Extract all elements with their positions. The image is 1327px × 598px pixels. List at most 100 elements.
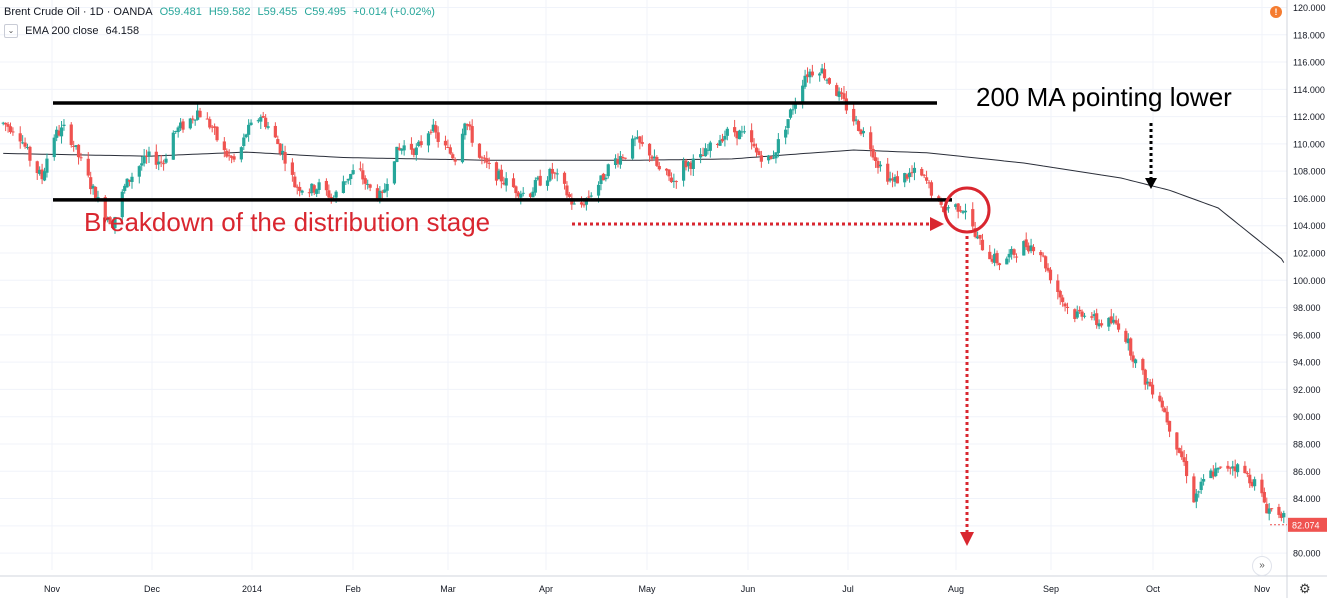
candle	[895, 170, 900, 184]
candle	[871, 145, 875, 161]
candle-body	[788, 109, 793, 118]
candle	[674, 180, 678, 189]
exclamation-icon[interactable]: !	[1270, 6, 1282, 18]
candle-body	[434, 125, 438, 133]
candle	[538, 169, 542, 187]
candle-body	[514, 186, 518, 194]
candle	[215, 126, 219, 142]
candle	[669, 172, 674, 183]
candle-body	[1270, 508, 1274, 510]
candle	[222, 137, 226, 158]
candle-body	[1260, 479, 1264, 494]
candle-body	[929, 182, 934, 196]
double-chevron-right-icon[interactable]: »	[1252, 556, 1272, 576]
candle	[463, 122, 467, 140]
candle	[699, 148, 703, 164]
symbol-title[interactable]: Brent Crude Oil · 1D · OANDA	[4, 6, 153, 18]
candle-body	[1126, 338, 1130, 344]
candle	[239, 146, 243, 163]
candle-body	[317, 182, 321, 190]
candle-body	[681, 160, 686, 181]
candle	[38, 166, 42, 176]
candle	[76, 144, 81, 165]
candle	[1078, 306, 1082, 315]
candle	[990, 255, 994, 264]
candle-body	[232, 156, 236, 160]
candle	[1248, 468, 1252, 488]
candle-body	[599, 175, 603, 184]
candle-body	[465, 124, 469, 126]
last-price-label: 82.074	[1292, 520, 1320, 530]
candle	[514, 185, 518, 200]
candle-body	[548, 168, 552, 181]
candle-body	[127, 179, 132, 182]
candle	[205, 112, 209, 120]
candle-body	[939, 200, 943, 205]
candle-body	[757, 151, 761, 156]
candle-body	[400, 148, 404, 151]
candle	[298, 181, 302, 197]
candle	[341, 175, 346, 194]
candle	[1250, 479, 1254, 488]
candle-body	[801, 85, 805, 103]
candle-body	[6, 124, 10, 127]
candle-body	[596, 184, 601, 196]
candle	[312, 184, 316, 196]
candle-body	[1, 122, 5, 124]
candle	[188, 117, 192, 130]
candle-body	[1201, 479, 1206, 482]
candle	[961, 210, 965, 215]
x-tick-label: Apr	[539, 584, 553, 594]
candle-body	[954, 204, 958, 207]
candle	[42, 167, 47, 182]
y-tick-label: 120.000	[1293, 3, 1326, 13]
candle	[920, 167, 924, 177]
ema-label[interactable]: EMA 200 close	[25, 24, 99, 37]
candle-body	[40, 169, 44, 180]
candle-body	[740, 131, 744, 133]
candle-body	[988, 251, 992, 260]
candle-body	[412, 149, 416, 155]
gear-icon[interactable]: ⚙	[1299, 581, 1311, 596]
candle	[978, 234, 982, 245]
candle-body	[822, 69, 827, 79]
candle	[672, 173, 676, 188]
candle	[623, 157, 627, 160]
candle	[956, 203, 960, 219]
candle	[414, 143, 418, 161]
candle-body	[621, 157, 625, 159]
candle	[638, 135, 642, 150]
candle	[655, 155, 659, 168]
candle-body	[754, 147, 759, 153]
candle-body	[973, 228, 977, 237]
x-tick-label: Aug	[948, 584, 964, 594]
candle	[142, 148, 146, 167]
candle	[74, 145, 78, 150]
y-tick-label: 108.000	[1293, 167, 1326, 177]
candle	[383, 183, 387, 194]
candle-body	[638, 136, 642, 143]
candle	[735, 130, 739, 146]
candle-body	[142, 155, 146, 164]
candle-body	[281, 150, 285, 154]
candle	[820, 63, 824, 74]
candle	[1228, 466, 1232, 475]
candle	[793, 97, 797, 114]
candle-body	[1073, 309, 1077, 319]
candle-body	[1116, 323, 1121, 330]
candle-body	[154, 151, 158, 165]
candle-body	[1027, 245, 1031, 252]
candle	[1107, 317, 1111, 332]
chevron-down-icon[interactable]: ⌄	[4, 24, 18, 38]
candle-body	[784, 129, 788, 138]
candle	[1131, 351, 1135, 368]
candle	[213, 123, 217, 135]
candle-body	[191, 118, 195, 120]
candle	[754, 143, 759, 157]
candle	[426, 130, 431, 153]
candle	[412, 148, 416, 158]
candle	[856, 119, 861, 132]
